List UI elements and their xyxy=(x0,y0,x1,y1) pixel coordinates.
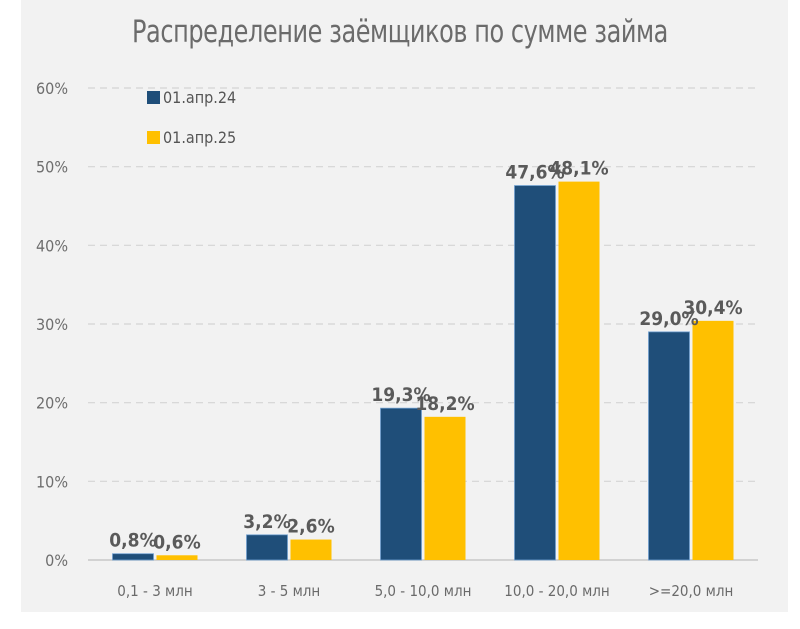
data-label: 48,1% xyxy=(549,158,608,180)
x-tick-label: 3 - 5 млн xyxy=(258,582,321,600)
legend-label: 01.апр.25 xyxy=(163,128,236,147)
data-label: 0,6% xyxy=(153,531,200,553)
data-label: 3,2% xyxy=(243,511,290,533)
y-tick-label: 0% xyxy=(45,551,68,570)
bar-series-1 xyxy=(112,553,154,561)
data-label: 47,6% xyxy=(505,162,564,184)
data-labels: 0,8%0,6% 3,2%2,6% 19,3%18,2% 47,6%48,1% 29,0… xyxy=(109,158,742,554)
legend-swatch xyxy=(147,131,160,144)
x-tick-label: 10,0 - 20,0 млн xyxy=(504,582,609,600)
y-axis-ticks: 0% 10% 20% 30% 40% 50% 60% xyxy=(36,79,68,570)
bar-series-2 xyxy=(290,539,332,560)
data-label: 19,3% xyxy=(371,384,430,406)
data-label: 30,4% xyxy=(683,297,742,319)
gridlines xyxy=(88,87,758,561)
legend: 01.апр.24 01.апр.25 xyxy=(147,88,236,147)
bar-series-1 xyxy=(380,407,422,561)
data-label: 0,8% xyxy=(109,530,156,552)
y-tick-label: 30% xyxy=(36,315,68,334)
chart-title: Распределение заёмщиков по сумме займа xyxy=(132,14,668,50)
bar-series-1 xyxy=(246,534,288,561)
x-axis-categories: 0,1 - 3 млн 3 - 5 млн 5,0 - 10,0 млн 10,0 -… xyxy=(117,582,733,600)
y-tick-label: 50% xyxy=(36,158,68,177)
bar-series-2 xyxy=(156,555,198,560)
data-label: 29,0% xyxy=(639,308,698,330)
x-tick-label: >=20,0 млн xyxy=(649,582,734,600)
bar-series-2 xyxy=(692,320,734,560)
y-tick-label: 60% xyxy=(36,79,68,98)
bar-series-1 xyxy=(514,185,556,561)
bars xyxy=(112,181,734,561)
data-label: 2,6% xyxy=(287,516,334,538)
bar-series-1 xyxy=(648,331,690,561)
legend-label: 01.апр.24 xyxy=(163,88,236,107)
bar-series-2 xyxy=(558,181,600,560)
bar-series-2 xyxy=(424,416,466,560)
y-tick-label: 10% xyxy=(36,472,68,491)
x-tick-label: 5,0 - 10,0 млн xyxy=(375,582,472,600)
data-label: 18,2% xyxy=(415,393,474,415)
x-tick-label: 0,1 - 3 млн xyxy=(117,582,192,600)
y-tick-label: 20% xyxy=(36,394,68,413)
legend-swatch xyxy=(147,91,160,104)
y-tick-label: 40% xyxy=(36,236,68,255)
